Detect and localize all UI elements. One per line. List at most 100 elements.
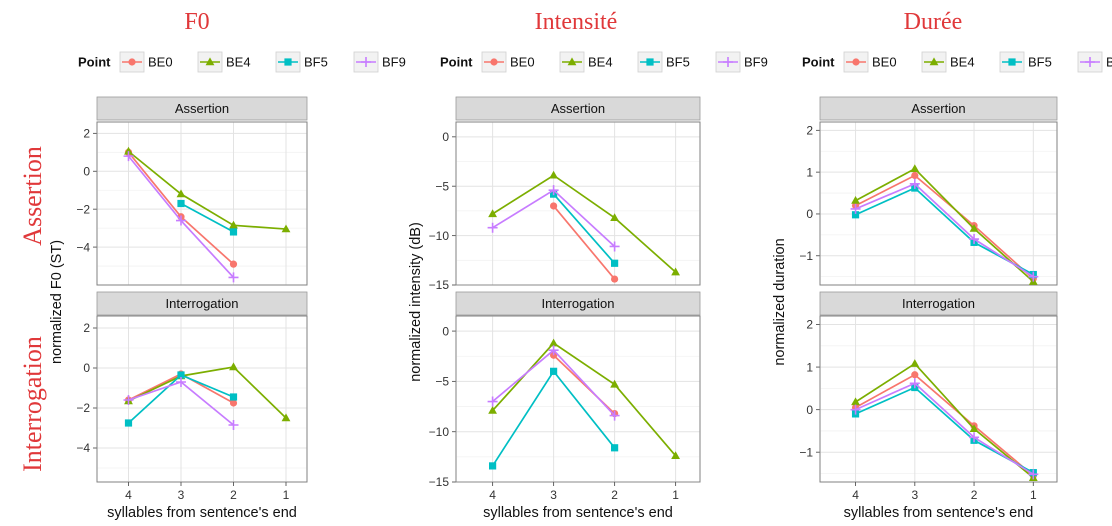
y-tick-label: 2 xyxy=(83,321,90,335)
row-title-assertion: Assertion xyxy=(18,146,47,246)
data-point-be0 xyxy=(550,202,558,210)
y-tick-label: 2 xyxy=(806,124,813,138)
x-tick-label: 4 xyxy=(852,488,859,502)
plot-border xyxy=(455,315,701,483)
y-axis-title: normalized intensity (dB) xyxy=(408,222,424,382)
legend-key-circle-marker xyxy=(490,58,498,66)
data-point-be0 xyxy=(911,171,919,180)
data-point-be4 xyxy=(281,224,291,233)
facet-strip-label: Assertion xyxy=(911,101,965,116)
series-line-be4 xyxy=(128,366,287,419)
x-tick-label: 1 xyxy=(672,488,679,502)
x-tick-label: 3 xyxy=(911,488,918,502)
legend-intensite: Point BE0 BE4 BF5 BF9 xyxy=(440,51,768,73)
data-point-be4 xyxy=(671,451,680,460)
panel-duree-interrogation: Interrogation 2 1 0 −1 4 3 2 1 xyxy=(799,291,1058,502)
plot-border xyxy=(455,121,701,286)
series-bf9 xyxy=(123,151,239,283)
facet-strip-label: Interrogation xyxy=(542,296,615,311)
legend-label: BF9 xyxy=(744,55,768,70)
legend-item-be0: BE0 xyxy=(481,51,535,73)
y-tick-label: −4 xyxy=(76,240,90,254)
data-point-be4 xyxy=(229,362,238,371)
facet-strip-label: Assertion xyxy=(175,101,229,116)
facet-strip xyxy=(819,96,1058,121)
series-bf9 xyxy=(850,378,1039,480)
x-tick-label: 2 xyxy=(971,488,978,502)
series-bf9 xyxy=(487,185,620,252)
data-point-bf5 xyxy=(851,211,860,219)
data-point-be4 xyxy=(610,379,619,388)
panel-intensite-interrogation: Interrogation 0 −5 −10 −15 4 3 2 1 xyxy=(429,291,701,502)
data-point-bf9 xyxy=(123,395,134,405)
plot-border xyxy=(96,315,308,483)
panel-f0-assertion: Assertion 2 0 −2 −4 xyxy=(76,96,308,286)
data-point-be4 xyxy=(910,359,920,367)
series-bf9 xyxy=(850,178,1039,282)
y-axis-title: normalized duration xyxy=(772,238,788,365)
y-axis-title: normalized F0 (ST) xyxy=(49,240,65,364)
series-line-bf9 xyxy=(855,382,1034,476)
data-point-bf9 xyxy=(548,345,559,356)
legend-label: BE0 xyxy=(510,55,535,70)
facet-strip xyxy=(455,96,701,121)
data-point-bf9 xyxy=(1028,469,1039,480)
data-point-be4 xyxy=(969,223,979,232)
y-tick-label: −2 xyxy=(76,401,90,415)
data-point-bf5 xyxy=(611,259,619,267)
series-line-bf5 xyxy=(552,193,616,264)
data-point-be4 xyxy=(851,397,860,406)
legend-item-be4: BE4 xyxy=(559,51,613,73)
data-point-be4 xyxy=(610,213,619,222)
x-tick-label: 1 xyxy=(283,488,290,502)
chart-title-duree: Durée xyxy=(904,9,963,35)
y-tick-label: −15 xyxy=(429,475,450,489)
series-bf5 xyxy=(489,367,619,470)
legend-item-be4: BE4 xyxy=(921,51,975,73)
plot-border xyxy=(819,315,1058,483)
legend-label: BE0 xyxy=(148,55,173,70)
data-point-be0 xyxy=(229,399,238,407)
series-be0 xyxy=(550,202,619,283)
legend-key-triangle-marker xyxy=(205,57,215,66)
series-line-be0 xyxy=(855,373,1034,477)
legend-title: Point xyxy=(802,55,835,70)
x-axis-title: syllables from sentence's end xyxy=(107,505,297,521)
y-tick-label: 0 xyxy=(806,207,813,221)
panel-duree-assertion: Assertion 2 1 0 −1 xyxy=(799,96,1058,286)
data-point-bf9 xyxy=(609,241,620,252)
legend-key-circle-marker xyxy=(852,58,860,66)
data-point-bf9 xyxy=(1028,271,1039,282)
x-tick-label: 3 xyxy=(178,488,185,502)
data-point-bf9 xyxy=(850,404,861,415)
series-be4 xyxy=(488,170,680,276)
legend-label: BF9 xyxy=(1106,55,1112,70)
series-line-be4 xyxy=(492,174,677,273)
x-tick-label: 3 xyxy=(550,488,557,502)
legend-item-bf9: BF9 xyxy=(353,51,406,73)
chart-title-f0: F0 xyxy=(184,9,209,35)
y-tick-label: 0 xyxy=(442,130,449,144)
y-tick-label: 0 xyxy=(83,164,90,178)
data-point-bf9 xyxy=(609,410,620,421)
legend-label: BF5 xyxy=(666,55,690,70)
legend-key-triangle-marker xyxy=(567,57,577,66)
facet-strip-label: Interrogation xyxy=(166,296,239,311)
data-point-bf9 xyxy=(176,215,186,226)
series-line-be4 xyxy=(855,362,1034,479)
y-tick-label: 1 xyxy=(806,360,813,374)
data-point-bf9 xyxy=(548,185,559,196)
data-point-bf9 xyxy=(909,178,920,189)
legend-key-plus-marker xyxy=(1085,57,1095,67)
data-point-bf9 xyxy=(228,272,239,283)
data-point-be4 xyxy=(851,195,860,204)
legend-key-plus-marker xyxy=(723,57,733,67)
plot-border xyxy=(819,121,1058,286)
legend-item-bf5: BF5 xyxy=(637,51,690,73)
legend-item-be4: BE4 xyxy=(197,51,251,73)
x-axis-title: syllables from sentence's end xyxy=(483,505,673,521)
plot-area xyxy=(96,121,308,286)
series-line-be0 xyxy=(855,174,1034,280)
y-tick-label: −10 xyxy=(429,425,450,439)
